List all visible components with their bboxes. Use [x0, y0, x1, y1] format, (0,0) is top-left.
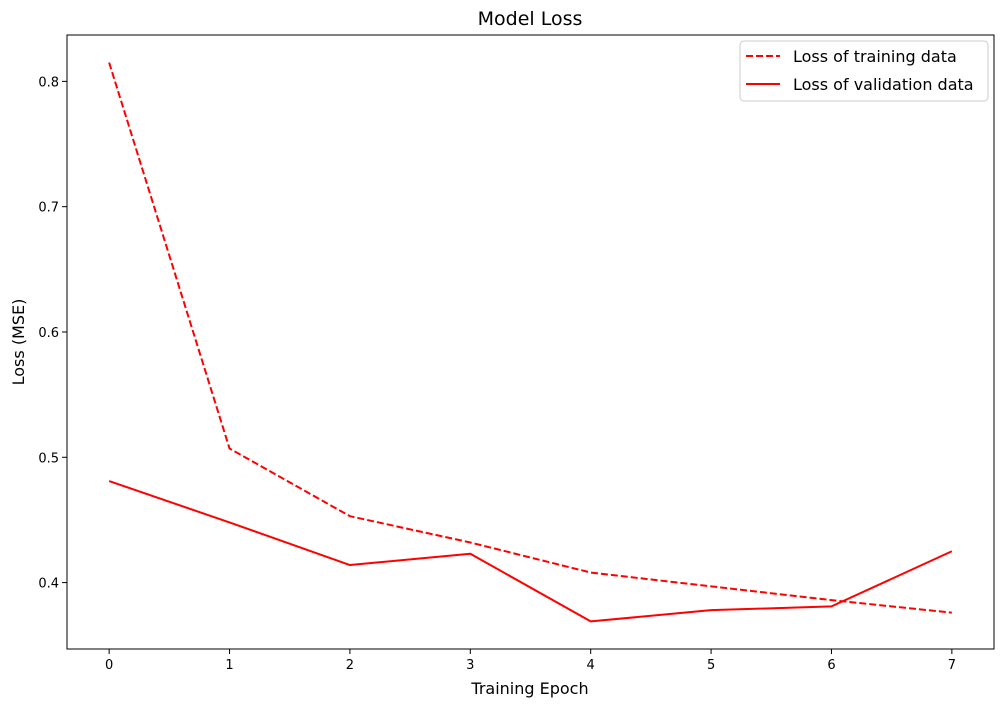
x-tick-label: 5: [707, 658, 715, 673]
y-tick-label: 0.6: [38, 326, 59, 341]
legend: Loss of training data Loss of validation…: [739, 40, 989, 102]
x-tick-label: 2: [346, 658, 354, 673]
plot-area: 0 1 2 3 4 5 6 7 0.4 0.5 0.6 0.7 0.8: [38, 62, 956, 673]
chart-title: Model Loss: [478, 8, 583, 30]
legend-box: [739, 40, 989, 102]
x-tick-label: 6: [827, 658, 835, 673]
x-tick-label: 0: [105, 658, 113, 673]
y-tick-label: 0.7: [38, 201, 59, 216]
y-tick-label: 0.5: [38, 451, 59, 466]
legend-label-training: Loss of training data: [793, 47, 957, 66]
series-line-training: [108, 62, 952, 614]
plot-frame: [66, 34, 995, 650]
x-tick-label: 3: [466, 658, 474, 673]
x-tick-label: 4: [587, 658, 595, 673]
x-tick-label: 7: [948, 658, 956, 673]
x-axis-title: Training Epoch: [470, 679, 588, 698]
series-line-validation: [108, 480, 953, 623]
y-tick-label: 0.8: [38, 75, 59, 90]
y-axis-title: Loss (MSE): [9, 299, 28, 386]
y-tick-label: 0.4: [38, 577, 59, 592]
x-tick-label: 1: [225, 658, 233, 673]
legend-label-validation: Loss of validation data: [793, 75, 974, 94]
